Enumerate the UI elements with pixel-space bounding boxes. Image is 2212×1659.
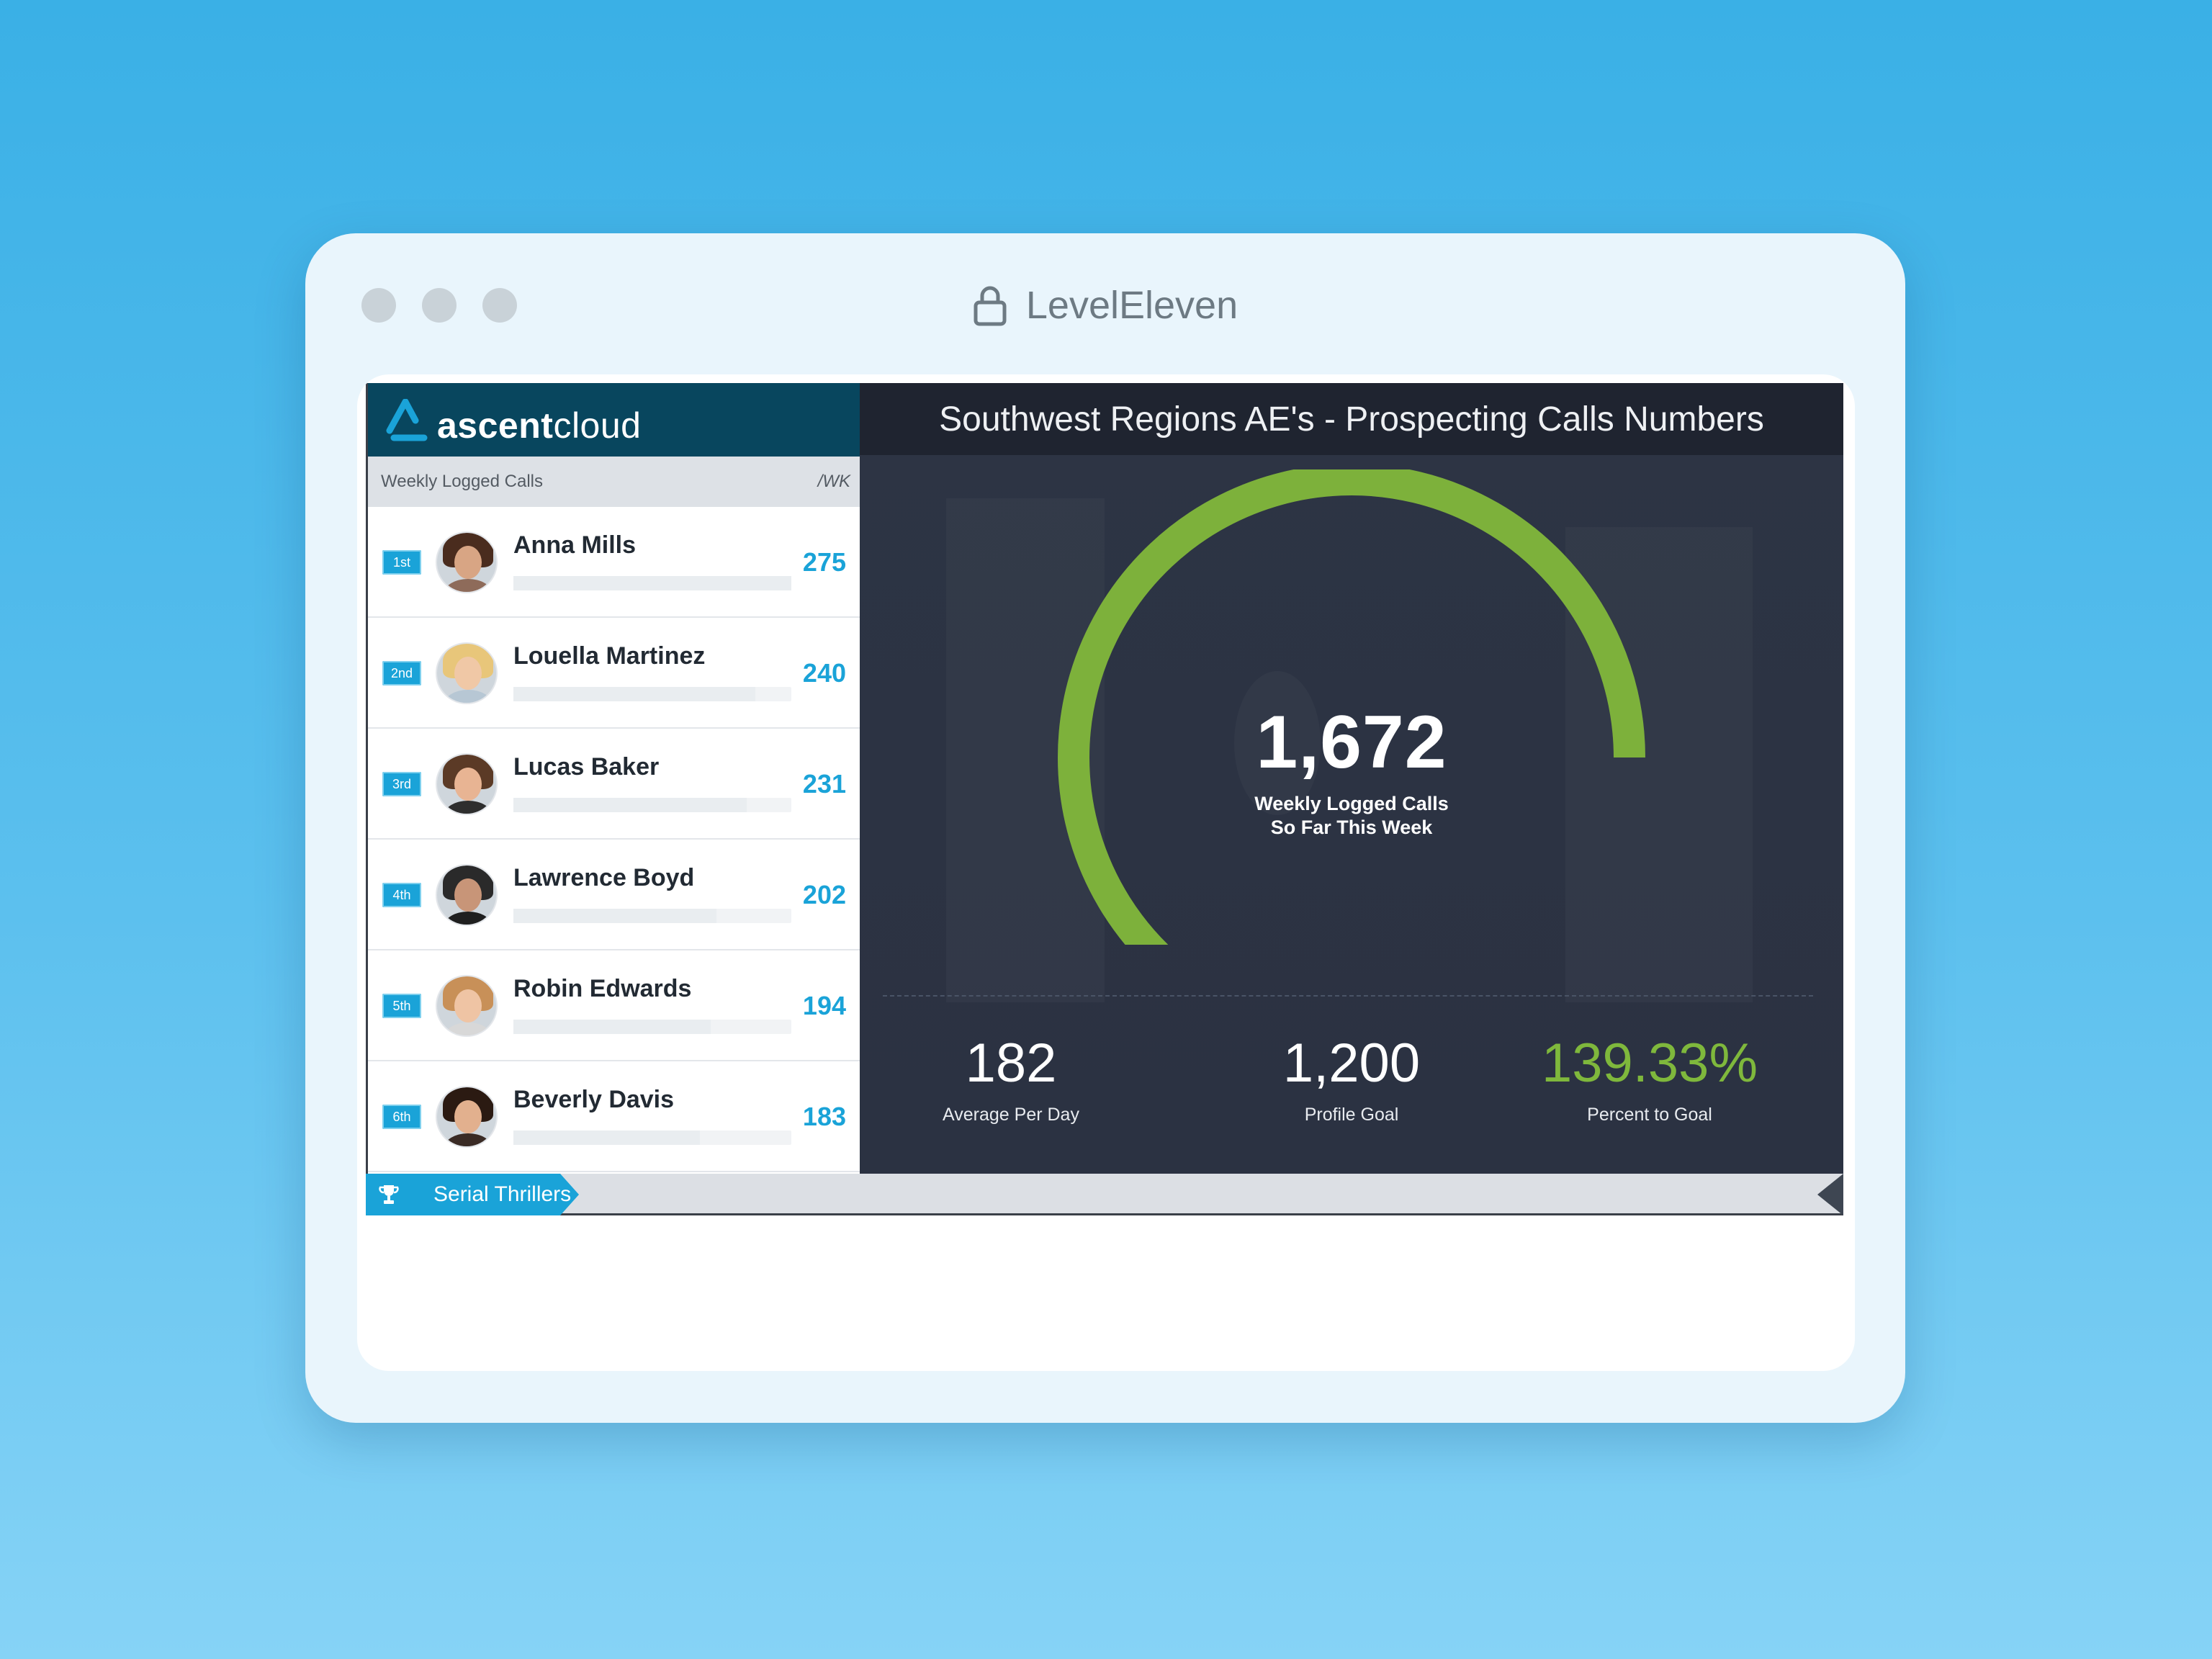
leaderboard-panel: ascentcloud Weekly Logged Calls /WK 1st A… bbox=[366, 383, 862, 1174]
stat-average-per-day: 182 Average Per Day bbox=[943, 1033, 1079, 1125]
panel-title: Southwest Regions AE's - Prospecting Cal… bbox=[860, 383, 1843, 455]
leaderboard-row[interactable]: 3rd Lucas Baker 231 bbox=[368, 729, 862, 840]
rank-badge: 2nd bbox=[382, 661, 421, 685]
progress-bar bbox=[513, 1130, 791, 1145]
rep-name: Lawrence Boyd bbox=[513, 864, 695, 891]
call-count: 194 bbox=[802, 991, 846, 1020]
browser-content: ascentcloud Weekly Logged Calls /WK 1st A… bbox=[357, 374, 1855, 1371]
progress-bar bbox=[513, 798, 791, 812]
avatar bbox=[436, 864, 498, 926]
leaderboard-row[interactable]: 6th Beverly Davis 183 bbox=[368, 1061, 862, 1172]
brand-header: ascentcloud bbox=[368, 383, 862, 457]
trophy-icon bbox=[379, 1185, 399, 1204]
leaderboard-row[interactable]: 5th Robin Edwards 194 bbox=[368, 950, 862, 1061]
minimize-window-button[interactable] bbox=[422, 288, 457, 323]
leaderboard-row[interactable]: 4th Lawrence Boyd 202 bbox=[368, 840, 862, 950]
call-count: 231 bbox=[802, 769, 846, 799]
progress-bar bbox=[513, 909, 791, 923]
rep-name: Louella Martinez bbox=[513, 642, 706, 670]
avatar bbox=[436, 975, 498, 1037]
rank-badge: 1st bbox=[382, 550, 421, 575]
ticker-scroll-arrow[interactable] bbox=[1817, 1174, 1843, 1215]
avatar bbox=[436, 1086, 498, 1148]
leaderboard-header: Weekly Logged Calls /WK bbox=[368, 457, 862, 507]
leaderboard-row[interactable]: 2nd Louella Martinez 240 bbox=[368, 618, 862, 729]
dashboard: ascentcloud Weekly Logged Calls /WK 1st A… bbox=[366, 383, 1843, 1174]
call-count: 240 bbox=[802, 658, 846, 688]
leaderboard-list: 1st Anna Mills 275 2nd Louella Martinez 240 3r… bbox=[368, 507, 862, 1172]
gauge-value: 1,672 bbox=[1256, 701, 1447, 784]
gauge-fill-arc bbox=[1058, 469, 1645, 945]
rank-badge: 3rd bbox=[382, 772, 421, 796]
rep-name: Lucas Baker bbox=[513, 753, 660, 781]
progress-bar bbox=[513, 1020, 791, 1034]
divider bbox=[883, 995, 1813, 997]
call-count: 183 bbox=[802, 1102, 846, 1131]
close-window-button[interactable] bbox=[361, 288, 396, 323]
gauge-chart bbox=[1058, 469, 1645, 945]
window-title-bar: LevelEleven bbox=[305, 279, 1905, 331]
brand-name: ascentcloud bbox=[437, 405, 642, 446]
ticker-label: Serial Thrillers bbox=[433, 1182, 572, 1206]
window-title: LevelEleven bbox=[1025, 284, 1238, 327]
metric-panel: Southwest Regions AE's - Prospecting Cal… bbox=[860, 383, 1843, 1174]
call-count: 202 bbox=[802, 880, 846, 909]
avatar bbox=[436, 753, 498, 815]
rank-badge: 6th bbox=[382, 1105, 421, 1129]
stat-profile-goal: 1,200 Profile Goal bbox=[1282, 1033, 1421, 1125]
avatar bbox=[436, 531, 498, 593]
rep-name: Beverly Davis bbox=[513, 1086, 675, 1113]
rank-badge: 4th bbox=[382, 883, 421, 907]
metric-unit: /WK bbox=[817, 472, 850, 491]
avatar bbox=[436, 642, 498, 704]
maximize-window-button[interactable] bbox=[482, 288, 517, 323]
stat-percent-to-goal: 139.33% Percent to Goal bbox=[1541, 1033, 1758, 1125]
call-count: 275 bbox=[802, 547, 846, 577]
progress-bar bbox=[513, 687, 791, 701]
ticker-bar: Serial Thrillers bbox=[366, 1174, 1843, 1215]
browser-window: LevelEleven ascentcloud Weekly Logged Ca… bbox=[305, 233, 1905, 1423]
window-controls bbox=[361, 288, 517, 323]
progress-bar bbox=[513, 576, 791, 590]
stats-row: 182 Average Per Day 1,200 Profile Goal 1… bbox=[860, 1031, 1843, 1146]
ascentcloud-logo-icon bbox=[386, 399, 428, 441]
lock-icon bbox=[974, 286, 1007, 326]
ticker-tag[interactable]: Serial Thrillers bbox=[366, 1174, 579, 1215]
rep-name: Robin Edwards bbox=[513, 975, 692, 1002]
rank-badge: 5th bbox=[382, 994, 421, 1018]
leaderboard-row[interactable]: 1st Anna Mills 275 bbox=[368, 507, 862, 618]
gauge-label: Weekly Logged Calls So Far This Week bbox=[1254, 793, 1449, 838]
rep-name: Anna Mills bbox=[513, 531, 637, 559]
metric-label: Weekly Logged Calls bbox=[381, 472, 544, 491]
